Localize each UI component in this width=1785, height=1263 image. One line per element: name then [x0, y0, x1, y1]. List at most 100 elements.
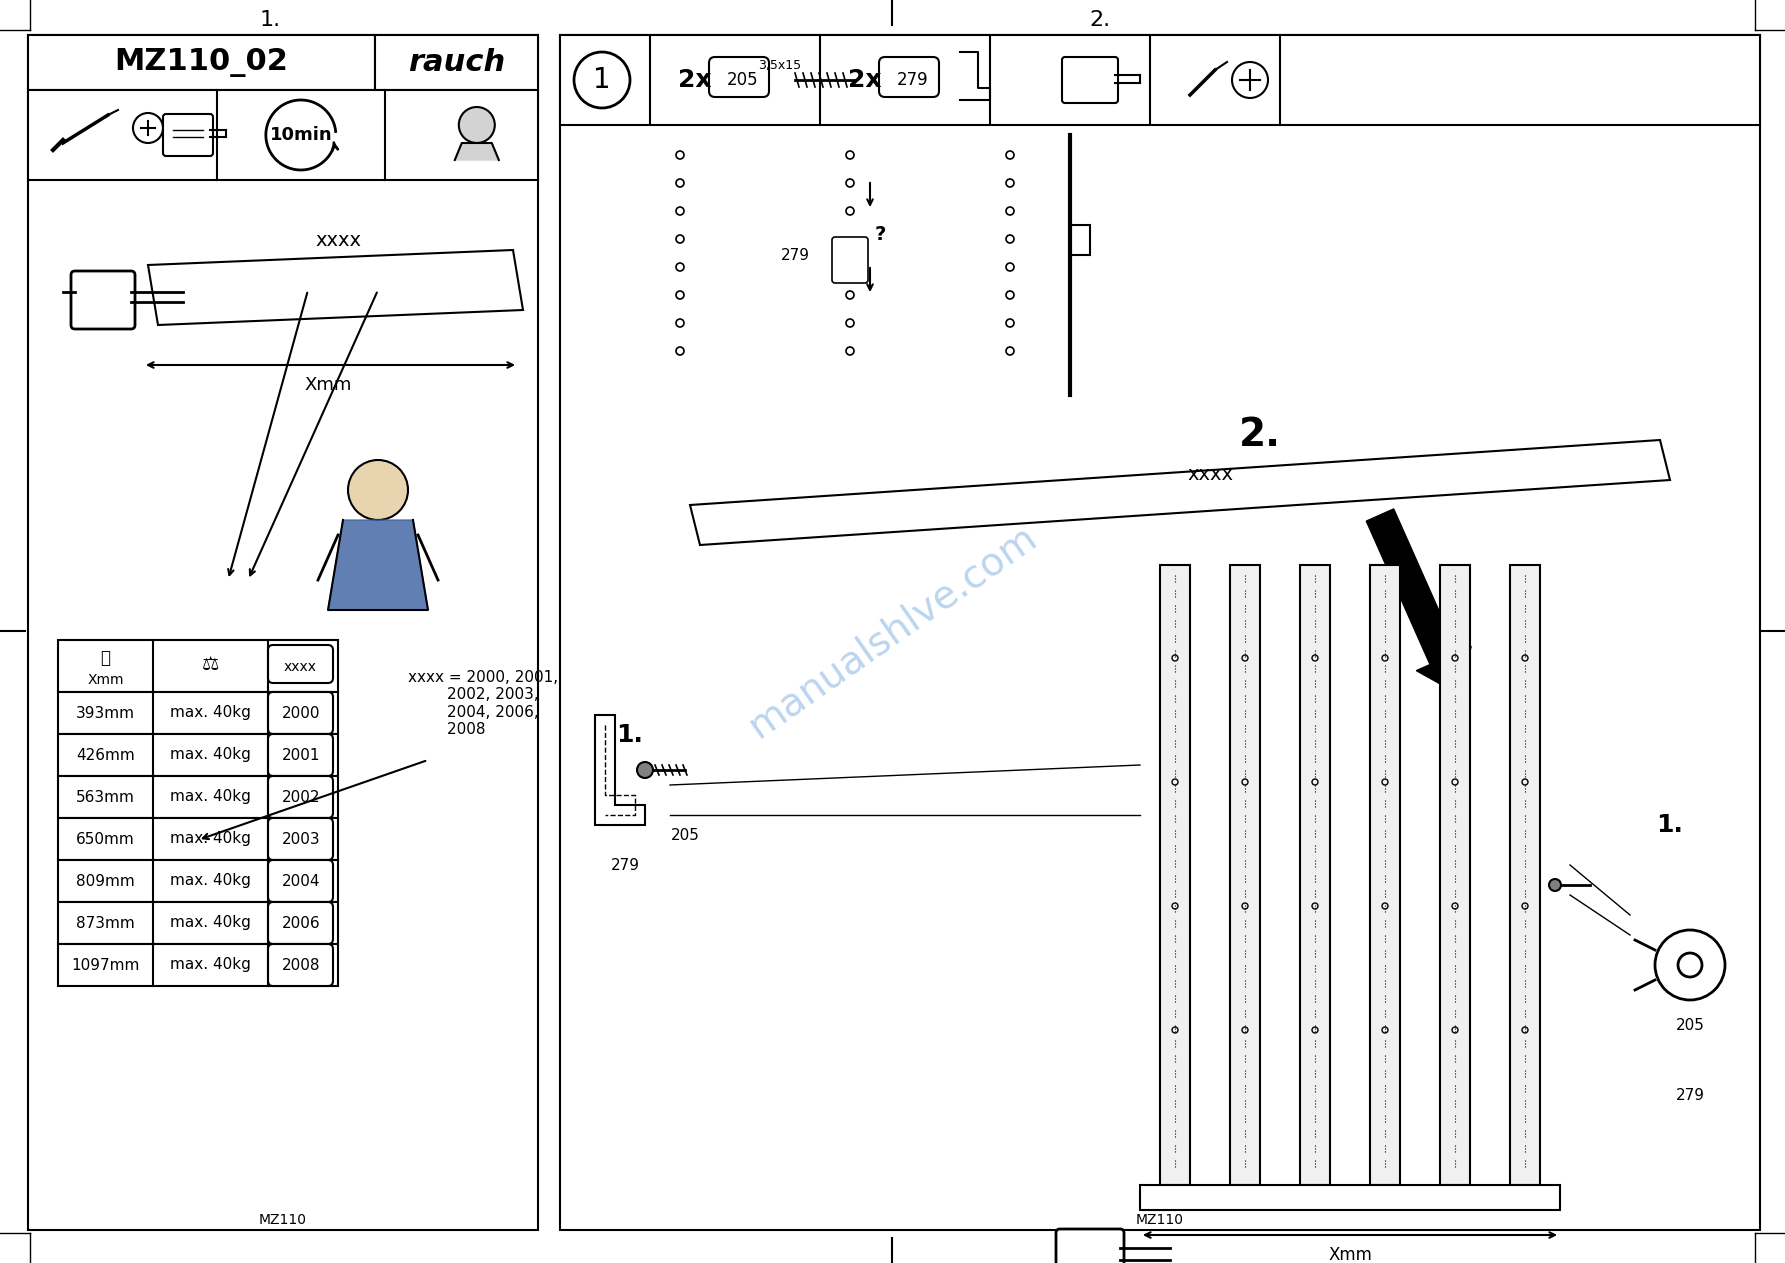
Text: 563mm: 563mm — [77, 789, 136, 805]
FancyBboxPatch shape — [1057, 1229, 1125, 1263]
Bar — [1230, 565, 1260, 1185]
Text: 1.: 1. — [259, 10, 280, 30]
FancyBboxPatch shape — [268, 692, 334, 734]
Bar — [375, 35, 537, 90]
Bar — [29, 90, 537, 181]
Bar — [57, 818, 337, 860]
Text: 1: 1 — [593, 66, 610, 93]
Bar — [57, 692, 337, 734]
FancyBboxPatch shape — [268, 645, 334, 683]
FancyBboxPatch shape — [878, 57, 939, 97]
Text: Xmm: Xmm — [1328, 1247, 1373, 1263]
Bar — [1160, 565, 1191, 1185]
Text: 279: 279 — [898, 71, 928, 88]
FancyBboxPatch shape — [268, 734, 334, 775]
Bar — [560, 35, 1760, 1230]
Text: 2004: 2004 — [282, 874, 320, 888]
Text: 279: 279 — [780, 248, 810, 263]
Text: 2003: 2003 — [282, 831, 320, 846]
Polygon shape — [455, 143, 498, 160]
Text: 2.: 2. — [1239, 416, 1282, 453]
FancyBboxPatch shape — [268, 902, 334, 943]
Text: xxxx = 2000, 2001,
        2002, 2003,
        2004, 2006,
        2008: xxxx = 2000, 2001, 2002, 2003, 2004, 200… — [409, 669, 559, 738]
Text: 10min: 10min — [270, 126, 332, 144]
Text: Xmm: Xmm — [87, 673, 123, 687]
Bar — [560, 35, 1760, 125]
Text: 2x: 2x — [678, 68, 712, 92]
Polygon shape — [148, 250, 523, 325]
Text: 2x: 2x — [848, 68, 882, 92]
Text: 2000: 2000 — [282, 706, 320, 720]
Bar — [57, 943, 337, 986]
Text: MZ110: MZ110 — [259, 1212, 307, 1226]
Text: max. 40kg: max. 40kg — [170, 789, 252, 805]
Text: xxxx: xxxx — [284, 661, 316, 674]
Text: 873mm: 873mm — [77, 916, 136, 931]
Bar — [57, 734, 337, 775]
Text: 650mm: 650mm — [77, 831, 136, 846]
Text: 1.: 1. — [1656, 813, 1683, 837]
Text: 809mm: 809mm — [77, 874, 136, 888]
Text: 1097mm: 1097mm — [71, 957, 139, 973]
Text: Xmm: Xmm — [303, 376, 352, 394]
Text: ?: ? — [875, 226, 885, 245]
Circle shape — [637, 762, 653, 778]
Circle shape — [348, 460, 409, 520]
FancyBboxPatch shape — [1062, 57, 1117, 104]
Text: max. 40kg: max. 40kg — [170, 706, 252, 720]
Polygon shape — [691, 440, 1671, 546]
Bar — [57, 902, 337, 943]
Text: 205: 205 — [726, 71, 759, 88]
Text: max. 40kg: max. 40kg — [170, 748, 252, 763]
Text: 279: 279 — [1676, 1087, 1705, 1103]
FancyBboxPatch shape — [268, 943, 334, 986]
Text: max. 40kg: max. 40kg — [170, 916, 252, 931]
Bar — [1510, 565, 1540, 1185]
FancyBboxPatch shape — [709, 57, 769, 97]
Text: 205: 205 — [671, 827, 700, 842]
Text: 2002: 2002 — [282, 789, 320, 805]
Bar — [29, 35, 537, 1230]
FancyBboxPatch shape — [832, 237, 868, 283]
Text: 3,5x15: 3,5x15 — [759, 58, 801, 72]
Bar — [29, 35, 375, 90]
Text: 426mm: 426mm — [77, 748, 136, 763]
Text: max. 40kg: max. 40kg — [170, 874, 252, 888]
Text: 205: 205 — [1676, 1018, 1705, 1032]
Bar — [1141, 1185, 1560, 1210]
Text: 393mm: 393mm — [77, 706, 136, 720]
Text: 2006: 2006 — [282, 916, 320, 931]
Bar — [1069, 225, 1091, 255]
Circle shape — [459, 107, 494, 143]
Bar — [1371, 565, 1399, 1185]
FancyBboxPatch shape — [268, 860, 334, 902]
Polygon shape — [594, 715, 644, 825]
FancyBboxPatch shape — [162, 114, 212, 157]
Bar — [57, 640, 337, 692]
Text: rauch: rauch — [407, 48, 505, 77]
Polygon shape — [328, 520, 428, 610]
Text: 🔧: 🔧 — [100, 649, 111, 667]
FancyArrow shape — [1366, 509, 1471, 695]
Text: manualshlve.com: manualshlve.com — [741, 517, 1044, 745]
Bar — [57, 860, 337, 902]
FancyBboxPatch shape — [268, 775, 334, 818]
Text: 279: 279 — [610, 858, 639, 873]
Text: xxxx: xxxx — [314, 231, 361, 250]
FancyBboxPatch shape — [268, 818, 334, 860]
Text: 2008: 2008 — [282, 957, 320, 973]
Text: max. 40kg: max. 40kg — [170, 831, 252, 846]
FancyBboxPatch shape — [71, 272, 136, 328]
Text: xxxx: xxxx — [1187, 466, 1233, 485]
Text: max. 40kg: max. 40kg — [170, 957, 252, 973]
Text: ⚖: ⚖ — [202, 655, 220, 674]
Bar — [1299, 565, 1330, 1185]
Text: MZ110_02: MZ110_02 — [114, 48, 289, 77]
Bar — [1440, 565, 1471, 1185]
Bar — [57, 775, 337, 818]
Text: MZ110: MZ110 — [1135, 1212, 1183, 1226]
Circle shape — [1549, 879, 1562, 890]
Text: 2.: 2. — [1089, 10, 1110, 30]
Text: 2001: 2001 — [282, 748, 320, 763]
Text: 1.: 1. — [616, 722, 643, 746]
